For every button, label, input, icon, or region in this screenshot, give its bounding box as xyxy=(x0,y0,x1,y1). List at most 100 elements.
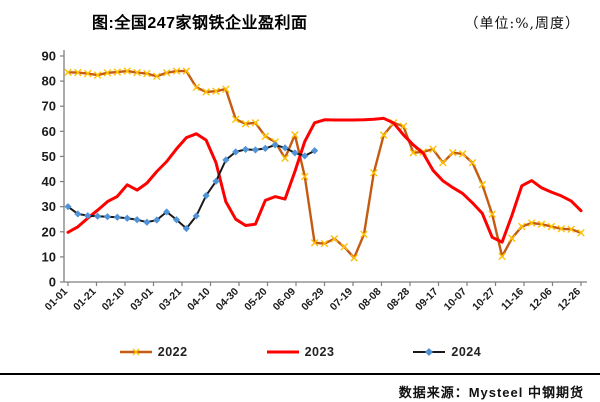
x-marker xyxy=(478,180,487,189)
diamond-marker xyxy=(291,149,299,157)
x-tick-label: 04-10 xyxy=(185,286,213,314)
x-tick-label: 10-27 xyxy=(470,286,498,314)
x-tick-label: 10-07 xyxy=(442,286,470,314)
x-marker xyxy=(567,225,575,234)
x-marker xyxy=(409,148,418,157)
x-tick-label: 06-29 xyxy=(299,286,327,314)
legend-label: 2024 xyxy=(451,345,482,359)
x-marker xyxy=(133,68,141,77)
diamond-marker xyxy=(123,214,131,222)
x-tick-label: 07-19 xyxy=(328,286,356,314)
legend-item-2022: 2022 xyxy=(119,345,188,359)
x-marker xyxy=(429,145,437,153)
x-marker xyxy=(537,220,546,229)
diamond-marker xyxy=(261,144,269,153)
x-marker xyxy=(143,69,151,78)
chart-header: 图:全国247家钢铁企业盈利面 （单位:%,周度） xyxy=(0,0,600,33)
x-marker xyxy=(123,67,131,75)
x-marker xyxy=(113,68,122,76)
diamond-marker xyxy=(103,213,112,221)
x-marker xyxy=(379,131,388,139)
x-tick-label: 06-09 xyxy=(271,286,299,314)
y-tick-label: 60 xyxy=(42,124,56,139)
x-tick-label: 08-28 xyxy=(385,286,413,314)
series-2024 xyxy=(64,141,319,233)
diamond-marker xyxy=(163,208,171,216)
y-tick-label: 10 xyxy=(42,249,56,264)
data-source-label: 数据来源：Mysteel 中钢期货 xyxy=(398,385,584,400)
x-marker xyxy=(468,158,477,167)
diamond-marker xyxy=(172,216,181,224)
y-tick-label: 80 xyxy=(42,74,56,89)
y-tick-label: 20 xyxy=(42,224,56,239)
legend-item-2024: 2024 xyxy=(412,345,481,359)
x-tick-label: 09-17 xyxy=(413,286,441,314)
diamond-marker xyxy=(153,216,161,224)
diamond-marker xyxy=(202,192,210,200)
legend-swatch xyxy=(266,350,299,354)
diamond-marker xyxy=(222,156,230,164)
diamond-marker xyxy=(84,212,92,220)
x-marker xyxy=(360,230,368,239)
legend-swatch xyxy=(119,348,152,356)
diamond-marker xyxy=(93,212,102,220)
diamond-marker xyxy=(143,218,151,226)
x-marker xyxy=(103,69,112,77)
x-marker xyxy=(488,210,497,218)
x-marker xyxy=(162,69,171,77)
x-marker xyxy=(439,158,447,167)
x-marker xyxy=(508,234,516,243)
x-marker xyxy=(251,119,260,127)
x-tick-label: 02-10 xyxy=(100,286,128,314)
y-tick-label: 0 xyxy=(49,275,56,290)
x-tick-label: 12-26 xyxy=(556,286,584,314)
x-marker xyxy=(340,243,349,251)
diamond-marker xyxy=(311,147,319,155)
x-marker xyxy=(93,71,102,79)
x-marker xyxy=(172,67,181,75)
x-marker xyxy=(64,68,72,77)
x-marker xyxy=(458,150,467,158)
x-marker xyxy=(350,254,358,262)
x-marker xyxy=(547,222,556,231)
x-tick-label: 11-16 xyxy=(499,286,526,313)
x-tick-label: 05-20 xyxy=(242,286,270,314)
diamond-marker xyxy=(271,141,279,149)
x-marker xyxy=(212,87,220,95)
x-tick-label: 01-21 xyxy=(71,286,99,314)
x-marker xyxy=(448,148,457,157)
series-2023 xyxy=(66,116,583,244)
diamond-marker xyxy=(74,210,82,218)
diamond-marker xyxy=(182,224,190,233)
diamond-marker xyxy=(133,216,141,224)
diamond-marker xyxy=(232,148,240,156)
x-marker xyxy=(291,131,299,139)
chart-title: 图:全国247家钢铁企业盈利面 xyxy=(92,15,308,32)
x-marker xyxy=(222,85,230,93)
y-tick-label: 50 xyxy=(42,149,56,164)
legend-item-2023: 2023 xyxy=(266,345,335,359)
x-marker xyxy=(261,132,270,141)
x-marker xyxy=(241,120,250,128)
x-marker xyxy=(202,88,210,96)
x-marker xyxy=(152,72,161,81)
x-marker xyxy=(370,168,378,177)
y-tick-label: 70 xyxy=(42,99,56,114)
x-tick-label: 01-01 xyxy=(43,286,71,314)
chart-legend: 2022 2023 2024 xyxy=(0,343,600,361)
diamond-marker xyxy=(241,145,250,154)
x-marker xyxy=(498,252,506,261)
diamond-marker xyxy=(301,152,309,160)
x-marker xyxy=(281,154,289,162)
x-marker xyxy=(74,68,82,77)
x-tick-label: 04-30 xyxy=(214,286,242,314)
x-marker xyxy=(83,69,92,78)
diamond-marker xyxy=(212,177,220,185)
chart-footer: 数据来源：Mysteel 中钢期货 xyxy=(0,373,600,402)
legend-swatch xyxy=(413,348,446,356)
x-marker xyxy=(330,235,339,243)
x-marker xyxy=(231,115,240,124)
x-marker xyxy=(310,239,319,247)
